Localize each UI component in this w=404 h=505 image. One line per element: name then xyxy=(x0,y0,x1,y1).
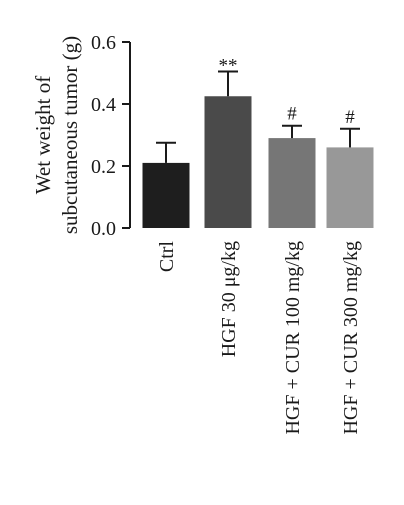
bar-3 xyxy=(326,147,374,228)
plot-area: 0.0 0.2 0.4 0.6 Ctrl ** HGF 30 μg/kg # HGF + CUR… xyxy=(91,32,374,435)
y-axis-title-line-1: Wet weight of xyxy=(31,76,55,194)
y-tick-label-3: 0.6 xyxy=(91,32,116,54)
category-label-2: HGF + CUR 100 mg/kg xyxy=(282,241,304,435)
y-tick-label-1: 0.2 xyxy=(91,156,116,178)
category-label-1: HGF 30 μg/kg xyxy=(218,241,240,357)
y-tick-label-2: 0.4 xyxy=(91,94,116,116)
bar-2 xyxy=(268,138,316,228)
significance-label-3: # xyxy=(345,107,355,128)
y-tick-label-0: 0.0 xyxy=(91,218,116,240)
significance-label-2: # xyxy=(287,104,297,125)
category-label-0: Ctrl xyxy=(156,241,178,273)
significance-label-1: ** xyxy=(219,55,238,76)
y-axis-title-line-2: subcutaneous tumor (g) xyxy=(58,36,82,234)
bar-0 xyxy=(142,162,190,228)
y-axis-title: Wet weight of subcutaneous tumor (g) xyxy=(31,36,82,234)
bar-1 xyxy=(204,96,252,228)
category-label-3: HGF + CUR 300 mg/kg xyxy=(340,241,362,435)
